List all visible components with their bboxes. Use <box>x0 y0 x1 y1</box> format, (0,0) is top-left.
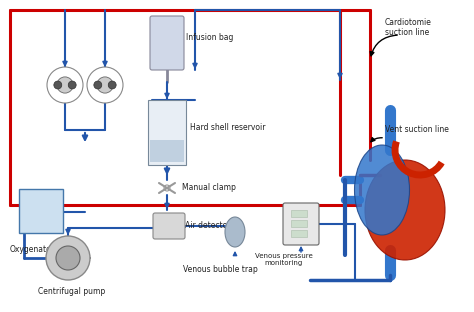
Bar <box>150 140 184 162</box>
Text: Centrifugal pump: Centrifugal pump <box>38 287 105 296</box>
Circle shape <box>94 81 102 89</box>
FancyBboxPatch shape <box>19 189 63 233</box>
Circle shape <box>87 67 123 103</box>
Bar <box>291 220 307 227</box>
Circle shape <box>56 246 80 270</box>
FancyBboxPatch shape <box>150 16 184 70</box>
Ellipse shape <box>355 145 410 235</box>
FancyBboxPatch shape <box>153 213 185 239</box>
Text: Vent suction line: Vent suction line <box>385 125 449 134</box>
Circle shape <box>108 81 116 89</box>
Text: Oxygenator: Oxygenator <box>10 245 55 254</box>
Text: Manual clamp: Manual clamp <box>182 183 236 193</box>
Text: Venous pressure
monitoring: Venous pressure monitoring <box>255 253 313 266</box>
Bar <box>291 230 307 237</box>
Text: Cardiotomie
suction line: Cardiotomie suction line <box>385 18 432 37</box>
Circle shape <box>57 77 73 93</box>
FancyBboxPatch shape <box>148 100 186 165</box>
Circle shape <box>97 77 113 93</box>
Ellipse shape <box>365 160 445 260</box>
Circle shape <box>46 236 90 280</box>
Circle shape <box>68 81 76 89</box>
Circle shape <box>47 67 83 103</box>
Text: Air detector: Air detector <box>185 221 230 230</box>
Ellipse shape <box>225 217 245 247</box>
Circle shape <box>54 81 62 89</box>
Text: Hard shell reservoir: Hard shell reservoir <box>190 124 265 133</box>
Text: Venous bubble trap: Venous bubble trap <box>182 265 257 274</box>
Text: Infusion bag: Infusion bag <box>186 33 233 42</box>
Bar <box>291 210 307 217</box>
FancyBboxPatch shape <box>283 203 319 245</box>
